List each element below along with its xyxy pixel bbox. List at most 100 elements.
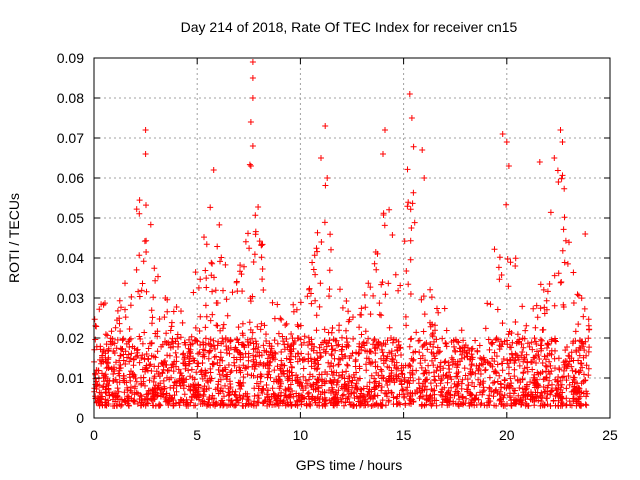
- data-point: [92, 393, 99, 400]
- data-point: [345, 308, 352, 315]
- data-point: [388, 370, 395, 376]
- data-point: [408, 335, 415, 342]
- data-point: [455, 401, 461, 408]
- data-point: [292, 377, 299, 384]
- data-point: [145, 387, 152, 394]
- data-point: [321, 401, 328, 408]
- data-point: [516, 362, 523, 369]
- data-point: [511, 366, 518, 373]
- data-point: [322, 369, 329, 375]
- data-point: [275, 373, 282, 380]
- data-point: [552, 365, 558, 372]
- data-point: [197, 342, 204, 348]
- data-point: [215, 381, 222, 388]
- data-point: [551, 272, 558, 279]
- data-point: [264, 355, 271, 362]
- data-point: [136, 252, 143, 259]
- data-point: [535, 371, 542, 378]
- data-point: [271, 337, 278, 344]
- data-point: [391, 362, 398, 369]
- data-point: [265, 365, 271, 372]
- y-axis-label: ROTI / TECUs: [6, 193, 22, 283]
- data-point: [533, 394, 540, 400]
- data-point: [480, 378, 487, 385]
- data-point: [122, 361, 129, 367]
- x-axis-label: GPS time / hours: [296, 457, 403, 473]
- data-point: [150, 389, 156, 396]
- data-point: [301, 339, 307, 346]
- data-point: [437, 348, 443, 355]
- data-point: [244, 371, 251, 378]
- data-point: [187, 386, 194, 393]
- data-point: [318, 239, 325, 245]
- data-point: [211, 354, 218, 361]
- data-point: [388, 335, 394, 341]
- data-point: [334, 379, 341, 386]
- data-point: [460, 393, 466, 400]
- data-point: [111, 350, 118, 356]
- data-point: [179, 319, 186, 326]
- data-point: [527, 379, 534, 385]
- data-point: [134, 352, 141, 359]
- data-point: [322, 182, 329, 189]
- data-point: [433, 397, 440, 404]
- data-point: [308, 358, 315, 365]
- data-point: [433, 382, 440, 389]
- data-point: [239, 320, 246, 327]
- data-point: [533, 383, 540, 390]
- data-point: [237, 367, 244, 374]
- data-point: [409, 371, 416, 378]
- data-point: [428, 401, 434, 408]
- data-point: [580, 354, 587, 361]
- data-point: [397, 344, 404, 351]
- data-point: [531, 402, 538, 409]
- data-point: [141, 238, 148, 245]
- data-point: [491, 246, 498, 253]
- data-point: [151, 363, 158, 370]
- data-point: [453, 373, 460, 380]
- data-point: [442, 358, 449, 365]
- data-point: [263, 382, 270, 388]
- data-point: [467, 366, 474, 372]
- data-point: [577, 393, 584, 400]
- data-point: [405, 281, 412, 288]
- data-point: [311, 356, 318, 363]
- data-point: [565, 373, 572, 379]
- data-point: [265, 398, 271, 405]
- data-point: [310, 381, 316, 388]
- data-point: [242, 365, 248, 372]
- data-point: [146, 377, 153, 384]
- data-point: [300, 387, 307, 394]
- data-point: [237, 386, 244, 392]
- data-point: [237, 262, 244, 269]
- data-point: [505, 370, 512, 377]
- data-point: [399, 371, 406, 378]
- y-tick-label: 0.09: [57, 50, 84, 66]
- data-point: [537, 342, 544, 349]
- data-point: [575, 292, 582, 299]
- data-point: [235, 339, 242, 346]
- data-point: [110, 371, 117, 377]
- data-point: [203, 313, 210, 320]
- data-point: [548, 388, 554, 395]
- data-point: [192, 402, 199, 409]
- data-point: [229, 401, 236, 408]
- data-point: [505, 163, 512, 169]
- data-point: [138, 355, 145, 361]
- x-tick-label: 0: [90, 427, 98, 443]
- data-point: [498, 338, 505, 345]
- data-point: [419, 383, 426, 390]
- data-point: [335, 387, 342, 394]
- data-point: [133, 378, 140, 385]
- data-point: [548, 368, 555, 375]
- data-point: [431, 391, 438, 398]
- data-point: [120, 375, 127, 382]
- data-point: [244, 396, 251, 402]
- data-point: [475, 376, 482, 383]
- data-point: [570, 300, 577, 306]
- data-point: [97, 356, 103, 363]
- data-point: [130, 356, 137, 363]
- data-point: [210, 337, 217, 344]
- data-point: [335, 361, 342, 368]
- data-point: [314, 395, 321, 402]
